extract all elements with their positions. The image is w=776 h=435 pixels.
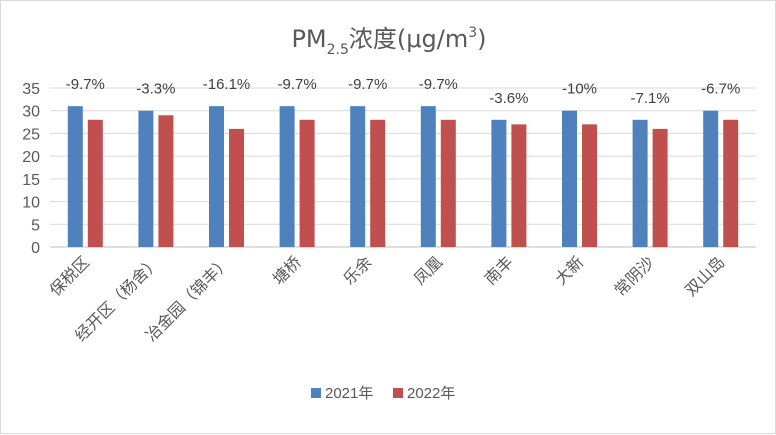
y-tick-label: 25: [22, 126, 40, 143]
bar-series-2: [440, 119, 456, 247]
bar-series-2: [299, 119, 315, 247]
chart-title: PM2.5浓度(μg/m3): [291, 25, 486, 58]
change-label: -7.1%: [631, 90, 670, 107]
y-tick-label: 35: [22, 81, 40, 98]
change-label: -3.3%: [136, 81, 175, 98]
change-label: -9.7%: [278, 76, 317, 93]
category-label: 保税区: [46, 252, 93, 299]
legend-swatch: [311, 388, 321, 398]
bar-series-1: [703, 110, 719, 247]
y-tick-label: 5: [31, 217, 40, 234]
bar-series-1: [209, 106, 224, 248]
bar-series-2: [652, 128, 668, 247]
bar-series-1: [420, 106, 436, 248]
category-label: 南丰: [481, 252, 517, 288]
category-label: 乐余: [339, 252, 375, 288]
bar-series-1: [562, 110, 577, 247]
category-label: 塘桥: [269, 252, 305, 288]
change-label: -6.7%: [701, 81, 740, 98]
legend-label: 2022年: [407, 385, 455, 402]
change-label: -3.6%: [489, 90, 528, 107]
y-tick-label: 10: [22, 195, 40, 212]
bar-series-2: [370, 119, 386, 247]
bar-series-1: [279, 106, 295, 248]
bar-series-2: [87, 119, 103, 247]
change-label: -10%: [562, 81, 597, 98]
category-label: 凤凰: [410, 252, 446, 288]
bar-series-1: [67, 106, 83, 248]
change-label: -9.7%: [66, 76, 105, 93]
change-labels: -9.7% -3.3% -16.1% -9.7% -9.7% -9.7% -3.6% -10%…: [66, 76, 741, 107]
category-label: 大新: [551, 252, 587, 288]
bar-series-1: [491, 119, 507, 247]
change-label: -9.7%: [348, 76, 387, 93]
bar-series-2: [511, 124, 527, 247]
legend-label: 2021年: [325, 385, 373, 402]
bar-series-2: [582, 124, 597, 247]
y-tick-label: 15: [22, 172, 40, 189]
change-label: -9.7%: [419, 76, 458, 93]
bar-series-2: [723, 119, 739, 247]
category-label: 常阴沙: [611, 252, 658, 299]
y-tick-label: 20: [22, 149, 40, 166]
bar-series-2: [229, 128, 244, 247]
bar-series-1: [138, 110, 154, 247]
bar-series-1: [350, 106, 366, 248]
category-label: 双山岛: [681, 252, 728, 299]
change-label: -16.1%: [203, 76, 251, 93]
legend: 2021年 2022年: [311, 385, 455, 402]
y-tick-label: 30: [22, 104, 40, 121]
bar-series-2: [158, 115, 174, 247]
legend-swatch: [393, 388, 403, 398]
gridlines: [50, 87, 756, 248]
y-tick-label: 0: [31, 240, 40, 257]
bars: [67, 106, 739, 248]
y-axis-ticks: 0 5 10 15 20 25 30 35: [22, 81, 40, 257]
bar-series-1: [632, 119, 648, 247]
